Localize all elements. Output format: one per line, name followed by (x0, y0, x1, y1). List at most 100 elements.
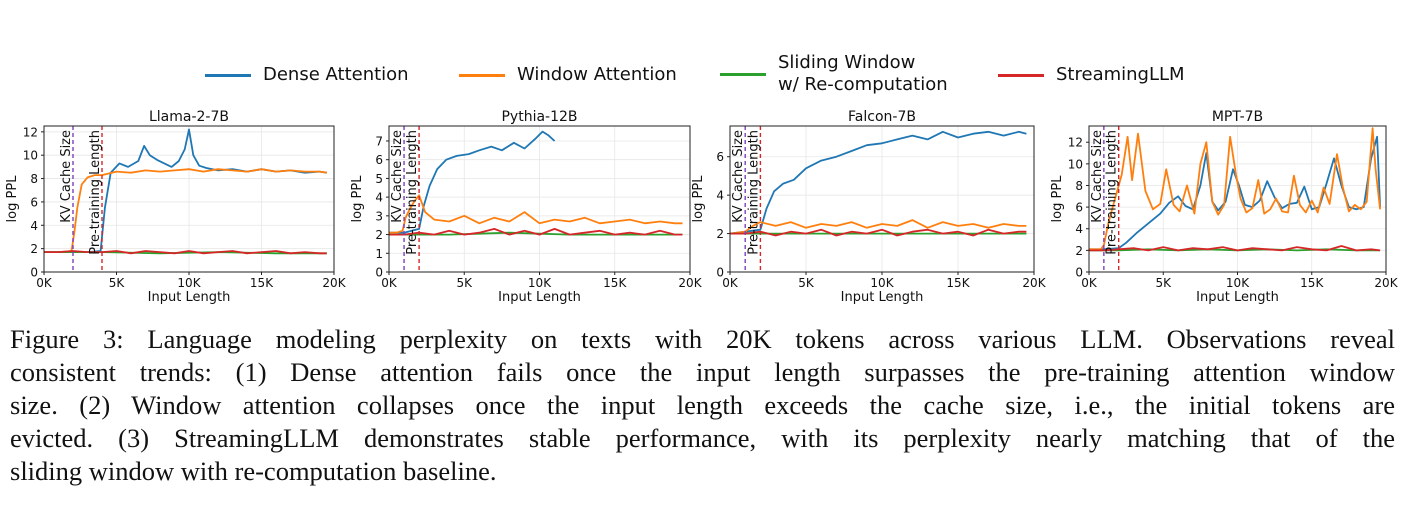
legend-label-streaming: StreamingLLM (1056, 64, 1185, 85)
y-tick-label: 2 (716, 227, 724, 241)
figure-caption: Figure 3: Language modeling perplexity o… (10, 323, 1395, 488)
chart-llama-2-7b: KV Cache Size Pre-training Length 0K 5K 10K 1… (5, 109, 347, 305)
series-line-window-attention (729, 219, 1027, 235)
caption-line: Figure 3: Language modeling perplexity o… (10, 324, 1395, 354)
x-tick-label: 0K (1081, 276, 1098, 290)
vline-label: KV Cache Size (59, 130, 74, 223)
y-tick-label: 12 (23, 125, 38, 139)
y-tick-label: 3 (375, 209, 383, 223)
chart-title: MPT-7B (1212, 109, 1263, 125)
y-tick-label: 1 (375, 247, 383, 261)
series-line-dense-attention (729, 130, 1027, 235)
series-line-streamingllm (1089, 245, 1381, 252)
y-tick-label: 4 (375, 191, 383, 205)
y-tick-label: 2 (30, 242, 38, 256)
y-tick-label: 6 (716, 150, 724, 164)
y-tick-label: 2 (1075, 244, 1083, 258)
vline-label: Pre-training Length (405, 130, 420, 255)
series-line-streamingllm (44, 250, 327, 255)
chart-legend: Dense Attention Window Attention Sliding… (0, 50, 1410, 102)
x-tick-label: 15K (250, 276, 274, 290)
x-tick-label: 5K (798, 276, 815, 290)
legend-label-sliding: Sliding Window w/ Re-computation (778, 52, 948, 95)
series-line-window-attention (44, 168, 327, 253)
x-tick-label: 10K (177, 276, 201, 290)
legend-label-dense: Dense Attention (263, 64, 409, 85)
y-tick-label: 7 (375, 134, 383, 148)
legend-item-window-attention: Window Attention (459, 64, 677, 86)
y-tick-label: 12 (1068, 136, 1083, 150)
x-tick-label: 10K (870, 276, 894, 290)
y-tick-label: 6 (1075, 201, 1083, 215)
x-tick-label: 20K (1022, 276, 1046, 290)
x-tick-label: 10K (528, 276, 552, 290)
chart-pythia-12b: KV Cache Size Pre-training Length 0K 5K 10K 1… (350, 109, 703, 305)
y-tick-label: 0 (716, 266, 724, 280)
legend-item-streamingllm: StreamingLLM (998, 64, 1185, 86)
y-tick-label: 10 (1068, 157, 1083, 171)
legend-swatch-streaming (998, 73, 1044, 77)
y-tick-label: 0 (375, 266, 383, 280)
x-tick-label: 20K (678, 276, 702, 290)
y-tick-label: 4 (716, 189, 724, 203)
y-tick-label: 0 (30, 266, 38, 280)
vline-label: Pre-training Length (88, 130, 103, 255)
y-tick-label: 4 (1075, 222, 1083, 236)
legend-label-window: Window Attention (517, 64, 677, 85)
chart-mpt-7b: KV Cache Size Pre-training Length 0K 5K 10K 1… (1050, 109, 1399, 305)
panel-falcon-7b: KV Cache Size Pre-training Length 0K 5K 10K 1… (690, 102, 1047, 312)
y-tick-label: 10 (23, 149, 38, 163)
caption-line: size. (2) Window attention collapses onc… (10, 390, 1395, 420)
legend-item-sliding-window: Sliding Window w/ Re-computation (720, 52, 948, 96)
x-tick-label: 5K (1155, 276, 1172, 290)
x-tick-label: 15K (1300, 276, 1324, 290)
legend-swatch-sliding (720, 72, 766, 76)
series-line-dense-attention (44, 128, 327, 253)
vline-label: KV Cache Size (390, 130, 405, 223)
panel-pythia-12b: KV Cache Size Pre-training Length 0K 5K 10K 1… (345, 102, 703, 312)
y-tick-label: 5 (375, 172, 383, 186)
series-line-dense-attention (389, 130, 556, 234)
y-tick-label: 2 (375, 228, 383, 242)
x-tick-label: 0K (36, 276, 53, 290)
y-tick-label: 4 (30, 219, 38, 233)
x-axis-label: Input Length (148, 290, 231, 305)
legend-item-dense-attention: Dense Attention (205, 64, 409, 86)
y-axis-label: log PPL (691, 175, 706, 223)
legend-swatch-dense (205, 73, 251, 77)
x-axis-label: Input Length (1196, 290, 1279, 305)
vline-label: KV Cache Size (731, 130, 746, 223)
y-tick-label: 8 (30, 172, 38, 186)
panel-llama-2-7b: KV Cache Size Pre-training Length 0K 5K 10K 1… (0, 102, 355, 312)
x-axis-label: Input Length (841, 290, 924, 305)
vline-label: Pre-training Length (746, 130, 761, 255)
y-axis-label: log PPL (5, 175, 20, 223)
y-tick-label: 8 (1075, 179, 1083, 193)
x-tick-label: 15K (946, 276, 970, 290)
chart-falcon-7b: KV Cache Size Pre-training Length 0K 5K 10K 1… (691, 109, 1047, 305)
series-line-streamingllm (389, 228, 683, 236)
x-tick-label: 10K (1226, 276, 1250, 290)
x-tick-label: 5K (456, 276, 473, 290)
y-tick-label: 6 (375, 153, 383, 167)
series-line-dense-attention (1089, 135, 1381, 251)
legend-swatch-window (459, 73, 505, 77)
y-axis-label: log PPL (350, 175, 365, 223)
series-line-window-attention (389, 194, 683, 234)
panel-mpt-7b: KV Cache Size Pre-training Length 0K 5K 10K 1… (1045, 102, 1400, 312)
y-tick-label: 0 (1075, 266, 1083, 280)
chart-title: Pythia-12B (501, 109, 577, 125)
vline-label: KV Cache Size (1090, 130, 1105, 223)
x-tick-label: 5K (109, 276, 126, 290)
x-tick-label: 20K (322, 276, 346, 290)
series-line-streamingllm (730, 228, 1027, 237)
series-line-window-attention (1089, 127, 1381, 251)
x-tick-label: 15K (603, 276, 627, 290)
caption-line: consistent trends: (1) Dense attention f… (10, 357, 1395, 387)
chart-title: Falcon-7B (848, 109, 916, 125)
caption-line: evicted. (3) StreamingLLM demonstrates s… (10, 423, 1395, 453)
y-axis-label: log PPL (1050, 175, 1065, 223)
x-tick-label: 0K (381, 276, 398, 290)
charts-row: KV Cache Size Pre-training Length 0K 5K 10K 1… (0, 102, 1410, 312)
caption-line: sliding window with re-computation basel… (10, 456, 497, 486)
